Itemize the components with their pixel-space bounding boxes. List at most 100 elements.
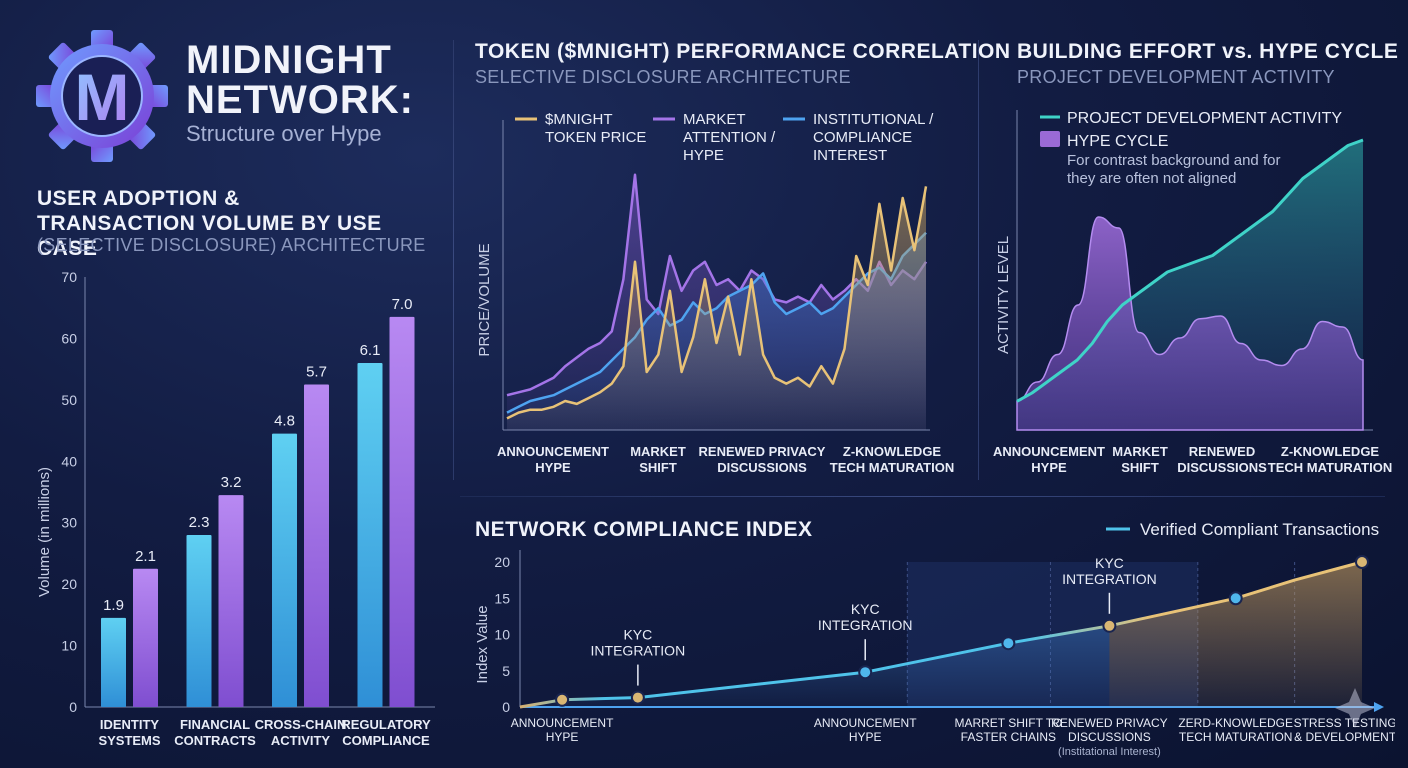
compliance-x-label: MARRET SHIFT TO: [954, 716, 1062, 730]
bar-category-label: CROSS-CHAIN: [255, 717, 347, 732]
token-x-label: MARKET: [630, 444, 686, 459]
effort-legend-label: PROJECT DEVELOPMENT ACTIVITY: [1067, 110, 1342, 127]
compliance-y-axis-label: Index Value: [474, 605, 491, 683]
compliance-area-blue: [520, 625, 1110, 707]
effort-x-label: Z-KNOWLEDGE: [1281, 444, 1380, 459]
effort-legend-swatch-purple: [1040, 131, 1060, 147]
compliance-title: NETWORK COMPLIANCE INDEX: [475, 518, 813, 541]
divider-right: [978, 40, 979, 480]
effort-x-label: RENEWED: [1189, 444, 1255, 459]
divider-bottom: [460, 496, 1385, 497]
logo-letter: M: [75, 60, 130, 134]
bar-value-label: 7.0: [392, 296, 413, 313]
effort-x-label: SHIFT: [1121, 460, 1159, 475]
token-x-label: ANNOUNCEMENT: [497, 444, 609, 459]
compliance-x-label: (Institational Interest): [1058, 746, 1161, 758]
bar-category-label: FINANCIAL: [180, 717, 250, 732]
compliance-marker-blue: [858, 665, 873, 680]
bar-category-label: ACTIVITY: [271, 733, 331, 748]
token-legend-label: HYPE: [683, 147, 724, 164]
adoption-title: USER ADOPTION & TRANSACTION VOLUME BY US…: [37, 187, 382, 260]
bar-value-label: 6.1: [360, 342, 381, 359]
bar-value-label: 2.1: [135, 548, 156, 565]
sparkle-icon: [1335, 688, 1375, 728]
bar-cyan: [101, 617, 126, 707]
compliance-marker-blue: [1001, 636, 1016, 651]
compliance-x-label: ANNOUNCEMENT: [511, 716, 614, 730]
bar-y-tick-label: 60: [61, 330, 77, 346]
adoption-subtitle: (SELECTIVE DISCLOSURE) ARCHITECTURE: [37, 235, 426, 255]
compliance-annotation-label: KYC: [623, 627, 652, 643]
app-subtitle: Structure over Hype: [186, 121, 382, 146]
compliance-marker-gold: [1102, 618, 1117, 633]
compliance-x-label: STRESS TESTING: [1294, 716, 1395, 730]
token-series-area: [507, 186, 926, 430]
bar-y-tick-label: 0: [69, 699, 77, 715]
effort-x-label: ANNOUNCEMENT: [993, 444, 1105, 459]
bar-purple: [389, 316, 415, 707]
token-x-label: TECH MATURATION: [830, 460, 954, 475]
token-legend-label: INSTITUTIONAL /: [813, 111, 934, 128]
token-x-label: DISCUSSIONS: [717, 460, 807, 475]
token-x-label: RENEWED PRIVACY: [699, 444, 826, 459]
token-subtitle: SELECTIVE DISCLOSURE ARCHITECTURE: [475, 67, 851, 87]
compliance-x-label: HYPE: [546, 730, 579, 744]
effort-development-line: [1016, 138, 1364, 403]
token-y-axis-label: PRICE/VOLUME: [476, 243, 493, 356]
bar-category-label: CONTRACTS: [174, 733, 256, 748]
effort-x-label: MARKET: [1112, 444, 1168, 459]
token-legend-label: INTEREST: [813, 147, 887, 164]
compliance-marker-gold: [555, 692, 570, 707]
token-legend-label: MARKET: [683, 111, 746, 128]
effort-area-chart: ACTIVITY LEVEL PROJECT DEVELOPMENT ACTIVI…: [993, 110, 1392, 475]
compliance-marker-blue: [1228, 591, 1243, 606]
bar-y-axis-label: Volume (in millions): [36, 467, 53, 597]
bar-value-label: 5.7: [306, 364, 327, 381]
token-legend-label: COMPLIANCE: [813, 129, 912, 146]
bar-y-tick-label: 30: [61, 515, 77, 531]
app-title-line1: MIDNIGHT: [186, 38, 392, 82]
gear-logo-icon: M: [36, 30, 168, 162]
bar-cyan: [272, 433, 297, 707]
bar-purple: [304, 384, 329, 707]
compliance-x-label: DISCUSSIONS: [1068, 730, 1151, 744]
token-title: TOKEN ($MNIGHT) PERFORMANCE CORRELATION: [475, 40, 1011, 63]
bar-value-label: 2.3: [189, 514, 210, 531]
bar-category-label: REGULATORY: [341, 717, 431, 732]
token-legend-label: $MNIGHT: [545, 111, 613, 128]
compliance-x-label: FASTER CHAINS: [961, 730, 1056, 744]
compliance-y-tick-label: 0: [502, 699, 510, 715]
effort-x-label: HYPE: [1031, 460, 1067, 475]
effort-x-label: TECH MATURATION: [1268, 460, 1392, 475]
compliance-annotation-label: KYC: [851, 601, 880, 617]
bar-y-tick-label: 40: [61, 453, 77, 469]
bar-y-tick-label: 50: [61, 392, 77, 408]
effort-legend-label: HYPE CYCLE: [1067, 133, 1168, 150]
token-legend-label: TOKEN PRICE: [545, 129, 646, 146]
token-series-line: [506, 186, 928, 420]
bar-purple: [133, 568, 158, 707]
effort-hype-area: [1016, 216, 1364, 431]
bar-y-tick-label: 10: [61, 638, 77, 654]
bar-category-label: SYSTEMS: [98, 733, 160, 748]
token-x-label: SHIFT: [639, 460, 677, 475]
compliance-y-tick-label: 5: [502, 663, 510, 679]
compliance-annotation-label: INTEGRATION: [1062, 571, 1157, 587]
bar-y-tick-label: 20: [61, 576, 77, 592]
compliance-marker-gold: [630, 690, 645, 705]
token-legend-label: ATTENTION /: [683, 129, 776, 146]
effort-y-axis-label: ACTIVITY LEVEL: [995, 236, 1012, 354]
bar-value-label: 4.8: [274, 413, 295, 430]
compliance-x-label: ANNOUNCEMENT: [814, 716, 917, 730]
bar-cyan: [186, 535, 212, 707]
bar-cyan: [357, 363, 383, 707]
bar-y-tick-label: 70: [61, 269, 77, 285]
compliance-annotation-label: KYC: [1095, 555, 1124, 571]
effort-subtitle: PROJECT DEVELOPMENT ACTIVITY: [1017, 67, 1335, 87]
compliance-y-tick-label: 15: [494, 590, 510, 606]
token-x-label: HYPE: [535, 460, 571, 475]
compliance-x-axis-arrow-icon: [1374, 702, 1384, 712]
compliance-x-label: ZERD-KNOWLEDGE: [1178, 716, 1293, 730]
effort-legend-note: For contrast background and for: [1067, 152, 1280, 169]
